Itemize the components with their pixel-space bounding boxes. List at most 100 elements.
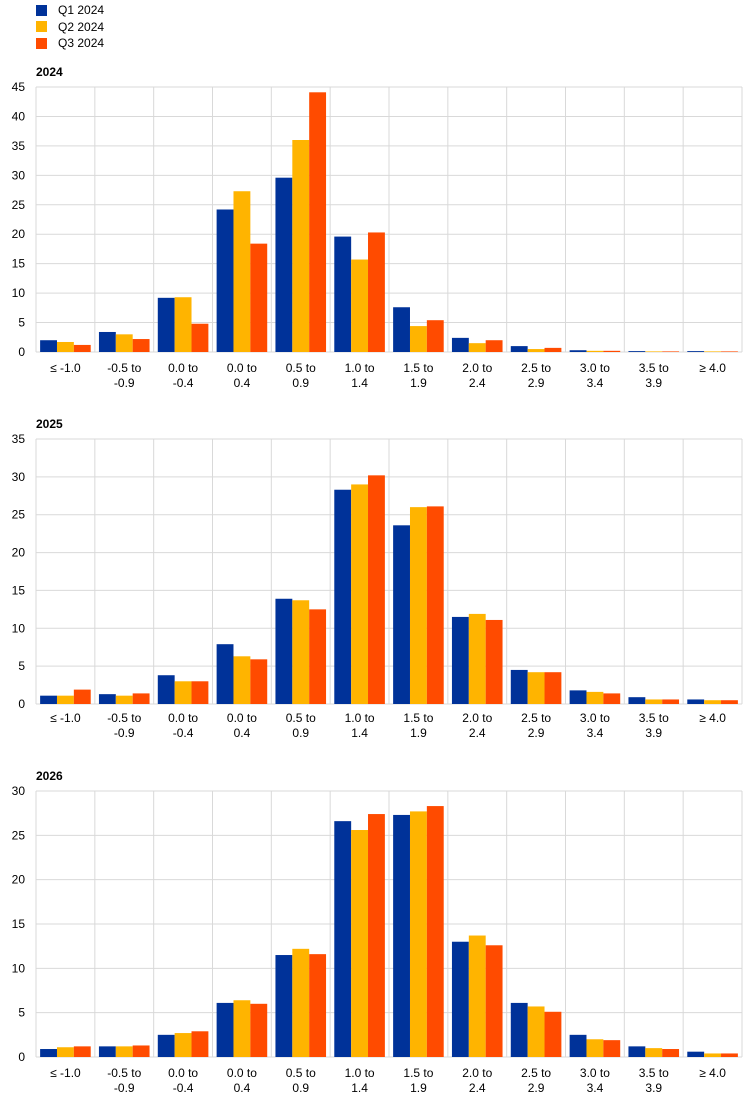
bar-2026-q2-2024 xyxy=(233,1000,251,1057)
bar-2025-q1-2024 xyxy=(451,616,469,704)
category-label-line: -0.9 xyxy=(114,726,135,740)
chart-2024: 2024 0 5 10 15 20 25 30 35 40 45 ≤ -1.0 -0.5 to -0.9 0… xyxy=(12,65,743,390)
bar-2024-q2-2024 xyxy=(704,351,722,352)
category-label-line: ≥ 4.0 xyxy=(699,361,726,375)
bar-2025-q3-2024 xyxy=(662,699,680,704)
bar-2024-q3-2024 xyxy=(309,92,327,353)
category-label: ≥ 4.0 xyxy=(699,711,726,725)
category-label-line: 1.0 to xyxy=(345,711,375,725)
bar-2024-q3-2024 xyxy=(544,347,562,352)
category-label-line: 3.5 to xyxy=(639,361,669,375)
chart-title: 2024 xyxy=(36,65,63,79)
category-label-line: 1.4 xyxy=(351,726,368,740)
bar-2026-q2-2024 xyxy=(586,1039,604,1057)
category-label-line: 2.0 to xyxy=(462,361,492,375)
bar-2024-q2-2024 xyxy=(351,259,369,352)
bar-2026-q3-2024 xyxy=(662,1049,680,1057)
bar-2026-q3-2024 xyxy=(544,1011,562,1057)
bar-2026-q1-2024 xyxy=(40,1049,57,1057)
bar-2026-q2-2024 xyxy=(115,1046,133,1057)
bar-2024-q2-2024 xyxy=(468,343,486,352)
bar-2026-q1-2024 xyxy=(216,1002,234,1057)
bar-2024-q1-2024 xyxy=(157,297,175,352)
category-label-line: 3.4 xyxy=(587,1081,604,1095)
y-tick-label: 5 xyxy=(18,316,25,330)
y-tick-label: 30 xyxy=(12,168,26,182)
y-tick-label: 20 xyxy=(12,546,26,560)
category-label-line: 2.9 xyxy=(528,376,545,390)
bar-2024-q1-2024 xyxy=(451,337,469,352)
category-label: ≥ 4.0 xyxy=(699,361,726,375)
bar-2025-q2-2024 xyxy=(292,600,310,704)
category-label-line: 3.4 xyxy=(587,376,604,390)
bar-2026-q3-2024 xyxy=(191,1031,209,1057)
bar-2026-q1-2024 xyxy=(98,1046,116,1057)
category-label-line: 2.4 xyxy=(469,376,486,390)
y-tick-label: 40 xyxy=(12,109,26,123)
category-label-line: -0.5 to xyxy=(107,361,141,375)
bar-2025-q2-2024 xyxy=(586,691,604,704)
bar-2026-q2-2024 xyxy=(468,935,486,1057)
y-tick-label: 15 xyxy=(12,583,26,597)
bar-2025-q1-2024 xyxy=(98,694,116,704)
bar-2024-q2-2024 xyxy=(409,326,427,352)
category-label-line: 0.0 to xyxy=(227,1066,257,1080)
bar-2025-q2-2024 xyxy=(468,613,486,704)
bar-2024-q2-2024 xyxy=(174,297,192,352)
bar-2024-q2-2024 xyxy=(527,349,545,352)
bar-2024-q1-2024 xyxy=(687,351,705,352)
category-label-line: ≥ 4.0 xyxy=(699,1066,726,1080)
category-label-line: 3.5 to xyxy=(639,711,669,725)
bar-2024-q3-2024 xyxy=(721,351,738,352)
y-tick-label: 10 xyxy=(12,621,26,635)
bar-2024-q2-2024 xyxy=(586,350,604,352)
y-tick-label: 30 xyxy=(12,784,26,798)
category-label-line: 1.0 to xyxy=(345,1066,375,1080)
bar-2024-q1-2024 xyxy=(334,236,352,352)
bar-2025-q3-2024 xyxy=(485,619,503,704)
category-label: -0.5 to -0.9 xyxy=(107,711,141,740)
category-label-line: 1.9 xyxy=(410,726,427,740)
category-label-line: 2.0 to xyxy=(462,1066,492,1080)
bar-2026-q2-2024 xyxy=(645,1048,663,1057)
bar-2024-q3-2024 xyxy=(426,320,444,352)
legend: Q1 2024 Q2 2024 Q3 2024 xyxy=(36,2,104,52)
y-tick-label: 5 xyxy=(18,1006,25,1020)
category-label: 0.0 to 0.4 xyxy=(227,1066,257,1095)
bar-2024-q3-2024 xyxy=(73,344,91,352)
bar-2025-q3-2024 xyxy=(250,659,268,704)
category-label-line: 0.0 to xyxy=(168,361,198,375)
legend-swatch-q3 xyxy=(36,37,47,49)
bar-2025-q1-2024 xyxy=(275,598,293,704)
category-label-line: 0.9 xyxy=(292,376,309,390)
bar-2025-q1-2024 xyxy=(628,697,646,704)
legend-swatch-q2 xyxy=(36,21,47,33)
bar-2025-q1-2024 xyxy=(40,695,57,704)
bar-2025-q2-2024 xyxy=(233,656,251,704)
category-label: 3.5 to 3.9 xyxy=(639,711,669,740)
category-label-line: 3.9 xyxy=(645,726,662,740)
bar-2025-q3-2024 xyxy=(309,609,327,704)
category-label: 3.5 to 3.9 xyxy=(639,1066,669,1095)
bar-2024-q3-2024 xyxy=(485,340,503,352)
bar-2026-q1-2024 xyxy=(628,1046,646,1057)
category-label-line: ≥ 4.0 xyxy=(699,711,726,725)
chart-title: 2026 xyxy=(36,769,63,783)
category-label: -0.5 to -0.9 xyxy=(107,361,141,390)
category-label-line: 1.4 xyxy=(351,1081,368,1095)
bar-2025-q3-2024 xyxy=(544,672,562,704)
bar-2025-q3-2024 xyxy=(132,693,150,704)
category-label: 0.0 to -0.4 xyxy=(168,711,198,740)
category-label-line: -0.5 to xyxy=(107,711,141,725)
category-label: 0.0 to 0.4 xyxy=(227,711,257,740)
bar-2026-q1-2024 xyxy=(510,1002,528,1057)
category-label-line: 2.0 to xyxy=(462,711,492,725)
bar-2024-q3-2024 xyxy=(132,339,150,352)
chart-title: 2025 xyxy=(36,417,63,431)
bar-2024-q3-2024 xyxy=(603,350,621,352)
legend-item-q1: Q1 2024 xyxy=(36,2,104,19)
category-label: 2.5 to 2.9 xyxy=(521,361,551,390)
